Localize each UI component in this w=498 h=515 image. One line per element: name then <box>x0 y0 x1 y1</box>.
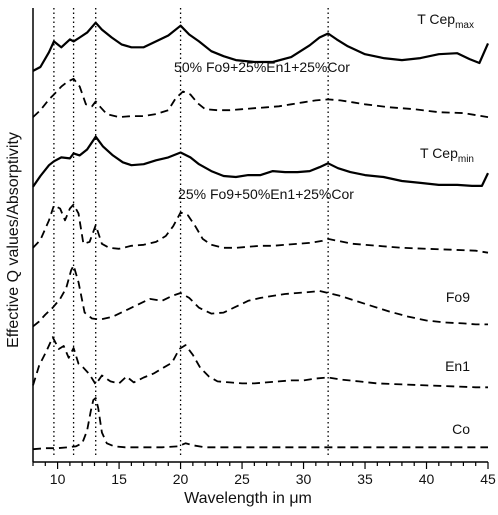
x-tick-label-25: 25 <box>234 471 250 487</box>
y-axis-label: Effective Q values/Absorptivity <box>5 132 22 348</box>
x-tick-label-40: 40 <box>419 471 435 487</box>
reference-lines <box>53 8 329 456</box>
series-line-6 <box>32 397 488 451</box>
series-label-0: T Cepmax <box>417 11 474 31</box>
series-line-2 <box>32 135 489 188</box>
series-line-4 <box>32 264 488 328</box>
series-line-1 <box>32 77 489 118</box>
series-label-1: 50% Fo9+25%En1+25%Cor <box>174 59 350 75</box>
axes: 10 15 20 25 30 35 40 45 <box>32 8 496 487</box>
series-label-2: T Cepmin <box>420 145 474 165</box>
series-label-6: Co <box>452 421 470 437</box>
series-labels: T Cepmax 50% Fo9+25%En1+25%Cor T Cepmin 25%… <box>174 11 474 437</box>
series-line-3 <box>32 203 489 254</box>
x-tick-label-30: 30 <box>296 471 312 487</box>
series-label-4: Fo9 <box>446 289 470 305</box>
x-tick-label-35: 35 <box>357 471 373 487</box>
x-axis-label: Wavelength in μm <box>184 490 312 507</box>
series-line-5 <box>32 336 488 389</box>
x-tick-label-20: 20 <box>173 471 189 487</box>
series-label-3: 25% Fo9+50%En1+25%Cor <box>178 186 354 202</box>
x-tick-label-15: 15 <box>111 471 127 487</box>
x-tick-label-10: 10 <box>50 471 66 487</box>
series-label-5: En1 <box>445 358 470 374</box>
series-line-0 <box>32 21 490 72</box>
spectra-curves <box>32 21 490 451</box>
x-tick-label-45: 45 <box>480 471 496 487</box>
